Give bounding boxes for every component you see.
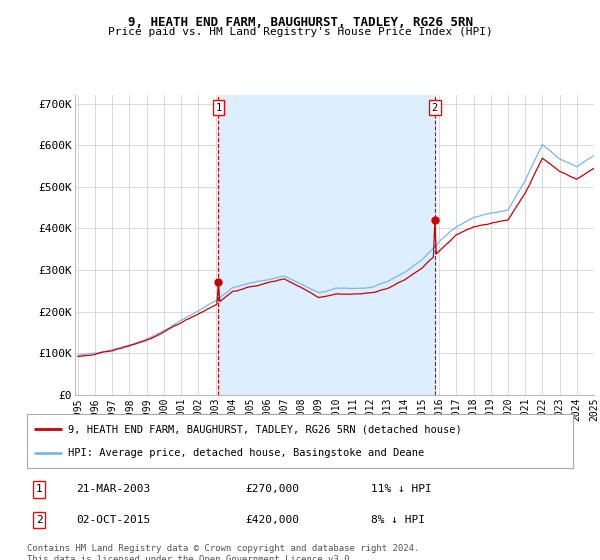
Text: 1: 1 bbox=[215, 102, 221, 113]
Bar bbox=[218, 95, 435, 395]
Text: 9, HEATH END FARM, BAUGHURST, TADLEY, RG26 5RN (detached house): 9, HEATH END FARM, BAUGHURST, TADLEY, RG… bbox=[68, 424, 462, 435]
Text: £270,000: £270,000 bbox=[245, 484, 299, 494]
Text: 8% ↓ HPI: 8% ↓ HPI bbox=[371, 515, 425, 525]
Text: £420,000: £420,000 bbox=[245, 515, 299, 525]
Text: Contains HM Land Registry data © Crown copyright and database right 2024.
This d: Contains HM Land Registry data © Crown c… bbox=[27, 544, 419, 560]
Text: 02-OCT-2015: 02-OCT-2015 bbox=[76, 515, 151, 525]
Text: 2: 2 bbox=[432, 102, 438, 113]
Text: 2: 2 bbox=[35, 515, 43, 525]
Text: 1: 1 bbox=[35, 484, 43, 494]
Text: 21-MAR-2003: 21-MAR-2003 bbox=[76, 484, 151, 494]
Text: 9, HEATH END FARM, BAUGHURST, TADLEY, RG26 5RN: 9, HEATH END FARM, BAUGHURST, TADLEY, RG… bbox=[128, 16, 473, 29]
Text: Price paid vs. HM Land Registry's House Price Index (HPI): Price paid vs. HM Land Registry's House … bbox=[107, 27, 493, 37]
Text: 11% ↓ HPI: 11% ↓ HPI bbox=[371, 484, 432, 494]
Text: HPI: Average price, detached house, Basingstoke and Deane: HPI: Average price, detached house, Basi… bbox=[68, 447, 424, 458]
